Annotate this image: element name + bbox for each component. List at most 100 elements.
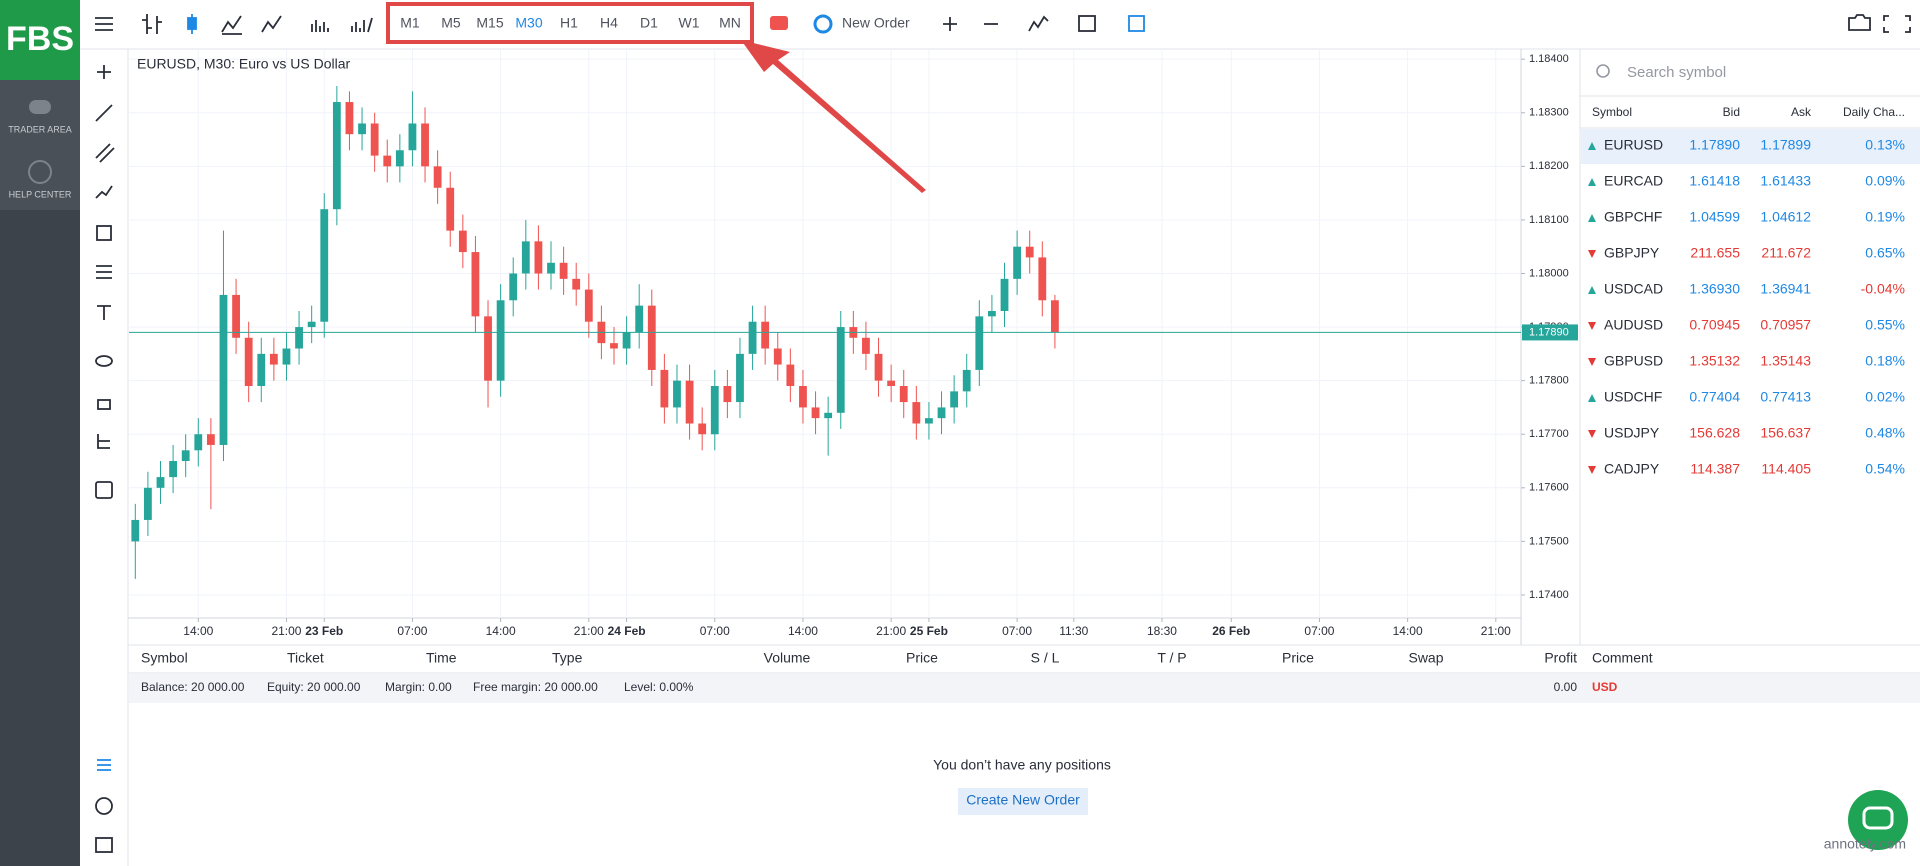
watchlist-bid[interactable]: 0.70945 (1689, 317, 1740, 333)
chat-icon[interactable] (1862, 806, 1894, 830)
watchlist-ask[interactable]: 114.405 (1761, 461, 1811, 477)
watchlist-bid[interactable]: 114.387 (1690, 461, 1740, 477)
candles-icon[interactable] (187, 17, 197, 30)
candle-body (156, 477, 165, 488)
watchlist-ask[interactable]: 1.04612 (1760, 209, 1811, 225)
watchlist-change[interactable]: 0.55% (1865, 317, 1905, 333)
watchlist-change[interactable]: 0.13% (1865, 137, 1905, 153)
watchlist-ask[interactable]: 1.36941 (1760, 281, 1811, 297)
watchlist-change[interactable]: 0.65% (1865, 245, 1905, 261)
watchlist-change[interactable]: 0.19% (1865, 209, 1905, 225)
timeframe[interactable]: H1 (560, 15, 578, 31)
watchlist-change[interactable]: 0.54% (1865, 461, 1905, 477)
sidebar-item[interactable]: TRADER AREA (8, 124, 72, 134)
watchlist-symbol[interactable]: USDJPY (1604, 425, 1660, 441)
shape-tool[interactable] (96, 225, 112, 241)
journal-tab[interactable] (95, 837, 113, 853)
watchlist-bid[interactable]: 0.77404 (1689, 389, 1740, 405)
timeframe[interactable]: W1 (679, 15, 700, 31)
candle-body (1000, 278, 1009, 311)
watchlist-ask[interactable]: 0.77413 (1760, 389, 1811, 405)
watchlist-ask[interactable]: 1.61433 (1760, 173, 1811, 189)
candle-body (370, 123, 379, 156)
watchlist-symbol[interactable]: EURUSD (1604, 137, 1663, 153)
volume-icon[interactable] (311, 20, 329, 32)
watchlist-change[interactable]: 0.02% (1865, 389, 1905, 405)
logo-box[interactable] (0, 0, 80, 80)
candle-body (345, 102, 354, 135)
tree-tool[interactable] (97, 434, 110, 449)
zoom-in-icon[interactable] (943, 17, 957, 31)
timeframe[interactable]: MN (719, 15, 741, 31)
area-icon[interactable] (221, 15, 242, 35)
watchlist-bid[interactable]: 156.628 (1689, 425, 1740, 441)
watchlist-symbol[interactable]: AUDUSD (1604, 317, 1663, 333)
watchlist-symbol[interactable]: GBPUSD (1604, 353, 1663, 369)
candle-body (458, 230, 467, 253)
watchlist-change[interactable]: -0.04% (1861, 281, 1905, 297)
create-order-label[interactable]: Create New Order (966, 792, 1080, 808)
indicators-icon[interactable] (1028, 15, 1049, 32)
create-order-button[interactable] (958, 788, 1088, 815)
watchlist-bid[interactable]: 1.36930 (1689, 281, 1740, 297)
watchlist-ask[interactable]: 1.35143 (1760, 353, 1811, 369)
timeframe[interactable]: M1 (400, 15, 420, 31)
watchlist-bid[interactable]: 1.17890 (1689, 137, 1740, 153)
candle-body (295, 327, 303, 349)
notes-icon[interactable] (1128, 15, 1145, 32)
watchlist-bid[interactable]: 1.04599 (1689, 209, 1740, 225)
watchlist-symbol[interactable]: EURCAD (1604, 173, 1663, 189)
new-order-icon[interactable] (813, 14, 833, 34)
timeframe[interactable]: M15 (476, 15, 503, 31)
new-order[interactable]: New Order (842, 15, 910, 31)
timeframe[interactable]: D1 (640, 15, 658, 31)
timeframe[interactable]: M5 (441, 15, 461, 31)
eye-tool[interactable] (95, 355, 113, 367)
fullscreen-icon[interactable] (1883, 15, 1911, 33)
bars-icon[interactable] (142, 14, 162, 34)
order-icon[interactable] (770, 16, 788, 30)
watchlist-symbol[interactable]: CADJPY (1604, 461, 1660, 477)
logo[interactable]: FBS (6, 20, 74, 58)
screenshot-icon[interactable] (1848, 14, 1871, 31)
menu-icon[interactable] (95, 17, 113, 31)
line-icon[interactable] (261, 15, 282, 33)
watchlist-symbol[interactable]: USDCAD (1604, 281, 1663, 297)
timeframe[interactable]: M30 (515, 15, 542, 31)
candle-body (320, 209, 329, 322)
lock-tool[interactable] (97, 399, 111, 410)
fib-tool[interactable] (96, 265, 112, 279)
watchlist-ask[interactable]: 0.70957 (1760, 317, 1811, 333)
trash-tool[interactable] (95, 481, 113, 499)
indicator-icon[interactable] (351, 17, 373, 33)
watchlist-change[interactable]: 0.48% (1865, 425, 1905, 441)
path-tool[interactable] (95, 185, 113, 199)
watchlist-symbol[interactable]: GBPJPY (1604, 245, 1660, 261)
watchlist-bid[interactable]: 1.61418 (1689, 173, 1740, 189)
watchlist-change[interactable]: 0.09% (1865, 173, 1905, 189)
candle-body (572, 278, 581, 290)
watchlist-ask[interactable]: 1.17899 (1760, 137, 1811, 153)
history-tab[interactable] (95, 797, 113, 815)
candle-body (862, 337, 870, 354)
watchlist-symbol[interactable]: USDCHF (1604, 389, 1662, 405)
calendar-icon[interactable] (1078, 15, 1096, 32)
positions-tab[interactable] (97, 759, 111, 771)
watchlist-ask[interactable]: 156.637 (1760, 425, 1811, 441)
trendline-tool[interactable] (95, 104, 113, 122)
watchlist-bid[interactable]: 1.35132 (1689, 353, 1740, 369)
watchlist-symbol[interactable]: GBPCHF (1604, 209, 1662, 225)
candle-body (584, 289, 593, 322)
text-tool[interactable] (97, 305, 111, 320)
watchlist-bid[interactable]: 211.655 (1690, 245, 1740, 261)
candle-body (332, 102, 341, 210)
chat-button[interactable] (1848, 790, 1908, 850)
search-input[interactable]: Search symbol (1627, 64, 1726, 81)
watchlist-row-selected[interactable] (1581, 129, 1920, 164)
crosshair-tool[interactable] (97, 65, 111, 79)
watchlist-ask[interactable]: 211.672 (1761, 245, 1811, 261)
watchlist-change[interactable]: 0.18% (1865, 353, 1905, 369)
channel-tool[interactable] (95, 143, 115, 163)
timeframe[interactable]: H4 (600, 15, 618, 31)
sidebar-item[interactable]: HELP CENTER (9, 189, 72, 199)
